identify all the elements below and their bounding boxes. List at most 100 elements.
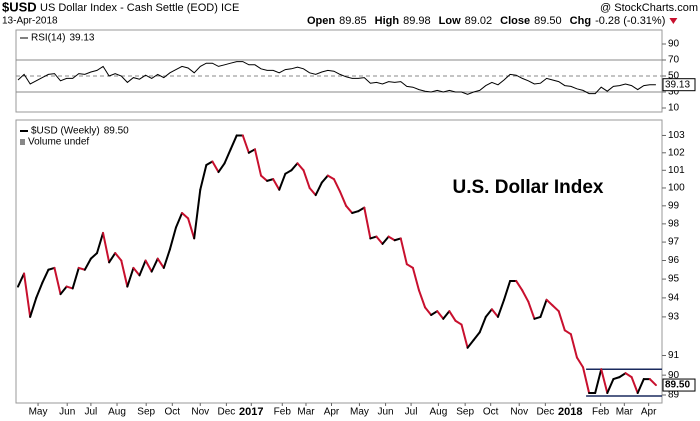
x-tick-label: Feb <box>592 407 610 418</box>
price-segment <box>363 206 372 240</box>
price-segment <box>436 310 445 320</box>
price-segment <box>326 174 335 181</box>
price-segment <box>442 310 451 320</box>
price-segment <box>247 148 256 154</box>
rsi-last-box <box>662 78 696 92</box>
price-segment <box>168 226 177 251</box>
price-segment <box>490 308 499 318</box>
price-segment <box>454 319 463 326</box>
price-segment <box>472 331 481 341</box>
price-segment <box>539 298 548 318</box>
price-segment <box>71 266 80 290</box>
price-segment <box>594 368 603 395</box>
quote-value: 89.85 <box>339 15 367 27</box>
y-tick-label: 30 <box>668 87 680 98</box>
x-tick-label: Jun <box>378 407 394 418</box>
price-segment <box>174 212 184 229</box>
rsi-last: 39.13 <box>69 33 94 44</box>
price-segment <box>624 372 633 379</box>
x-tick-label: Dec <box>536 407 554 418</box>
y-tick-label: 70 <box>668 55 680 66</box>
rsi-frame <box>15 29 663 113</box>
quote-value: 89.98 <box>403 15 431 27</box>
quote: Open 89.85 High 89.98 Low 89.02 Close 89.50 Chg -… <box>307 15 678 27</box>
price-segment <box>95 231 105 255</box>
y-tick-label: 91 <box>668 350 680 361</box>
price-segment <box>381 235 390 245</box>
price-segment <box>393 237 402 242</box>
quote-label: High <box>375 15 400 27</box>
price-segment <box>515 279 524 292</box>
price-segment <box>278 172 287 191</box>
y-tick-label: 95 <box>668 274 680 285</box>
price-segment <box>132 266 141 277</box>
symbol: $USD <box>2 0 37 14</box>
quote-value: 89.02 <box>465 15 493 27</box>
price-segment <box>582 366 591 395</box>
y-tick-label: 93 <box>668 312 680 323</box>
price-segment <box>521 289 530 303</box>
price-segment <box>411 266 420 292</box>
price-segment <box>387 235 396 242</box>
price-segment <box>351 210 360 215</box>
price-segment <box>260 174 269 182</box>
x-tick-label: Jun <box>59 407 75 418</box>
price-segment <box>314 181 323 197</box>
price-segment <box>648 378 657 387</box>
price-segment <box>533 315 542 320</box>
x-tick-label: Aug <box>108 407 126 418</box>
x-tick-label: 2017 <box>239 406 263 418</box>
x-tick-label: Apr <box>641 407 657 418</box>
x-tick-label: May <box>350 407 369 418</box>
x-tick-label: Sep <box>456 407 474 418</box>
price-segment <box>223 148 232 165</box>
x-tick-label: Apr <box>324 407 340 418</box>
y-tick-label: 98 <box>668 219 680 230</box>
price-segment <box>339 190 348 207</box>
price-last-box <box>662 378 696 392</box>
price-segment <box>369 235 378 240</box>
source: @ StockCharts.com <box>600 2 698 14</box>
y-tick-label: 10 <box>668 103 680 114</box>
price-segment <box>636 378 645 395</box>
price-segment <box>162 248 171 269</box>
volume-note: Volume undef <box>28 137 89 148</box>
price-segment <box>126 266 135 288</box>
price-segment <box>405 263 414 269</box>
quote-label: Open <box>307 15 335 27</box>
y-tick-label: 100 <box>668 183 685 194</box>
x-tick-label: Oct <box>165 407 181 418</box>
price-segment <box>448 310 457 322</box>
price-segment <box>229 134 238 151</box>
price-segment <box>144 259 153 273</box>
price-segment <box>478 315 487 334</box>
price-segment <box>551 304 560 313</box>
x-tick-label: Nov <box>510 407 528 418</box>
price-segment <box>120 259 129 288</box>
quote-value: 89.50 <box>534 15 562 27</box>
price-segment <box>630 376 639 395</box>
price-legend: $USD (Weekly) <box>31 126 100 137</box>
price-segment <box>41 268 50 284</box>
price-segment <box>466 338 475 349</box>
x-tick-label: Sep <box>137 407 155 418</box>
rsi-last-label: 39.13 <box>665 79 690 90</box>
price-segment <box>296 162 305 172</box>
price-segment <box>211 160 220 174</box>
price-segment <box>557 310 566 332</box>
price-segment <box>35 281 44 299</box>
price-segment <box>138 259 147 277</box>
price-segment <box>484 308 493 318</box>
y-tick-label: 90 <box>668 39 680 50</box>
price-segment <box>575 356 585 369</box>
price-segment <box>77 266 86 271</box>
x-tick-label: Mar <box>616 407 634 418</box>
price-segment <box>424 306 433 316</box>
y-tick-label: 50 <box>668 71 680 82</box>
x-tick-label: Dec <box>217 407 235 418</box>
price-last: 89.50 <box>104 126 129 137</box>
quote-label: Low <box>439 15 461 27</box>
price-segment <box>302 169 311 189</box>
y-tick-label: 103 <box>668 130 685 141</box>
